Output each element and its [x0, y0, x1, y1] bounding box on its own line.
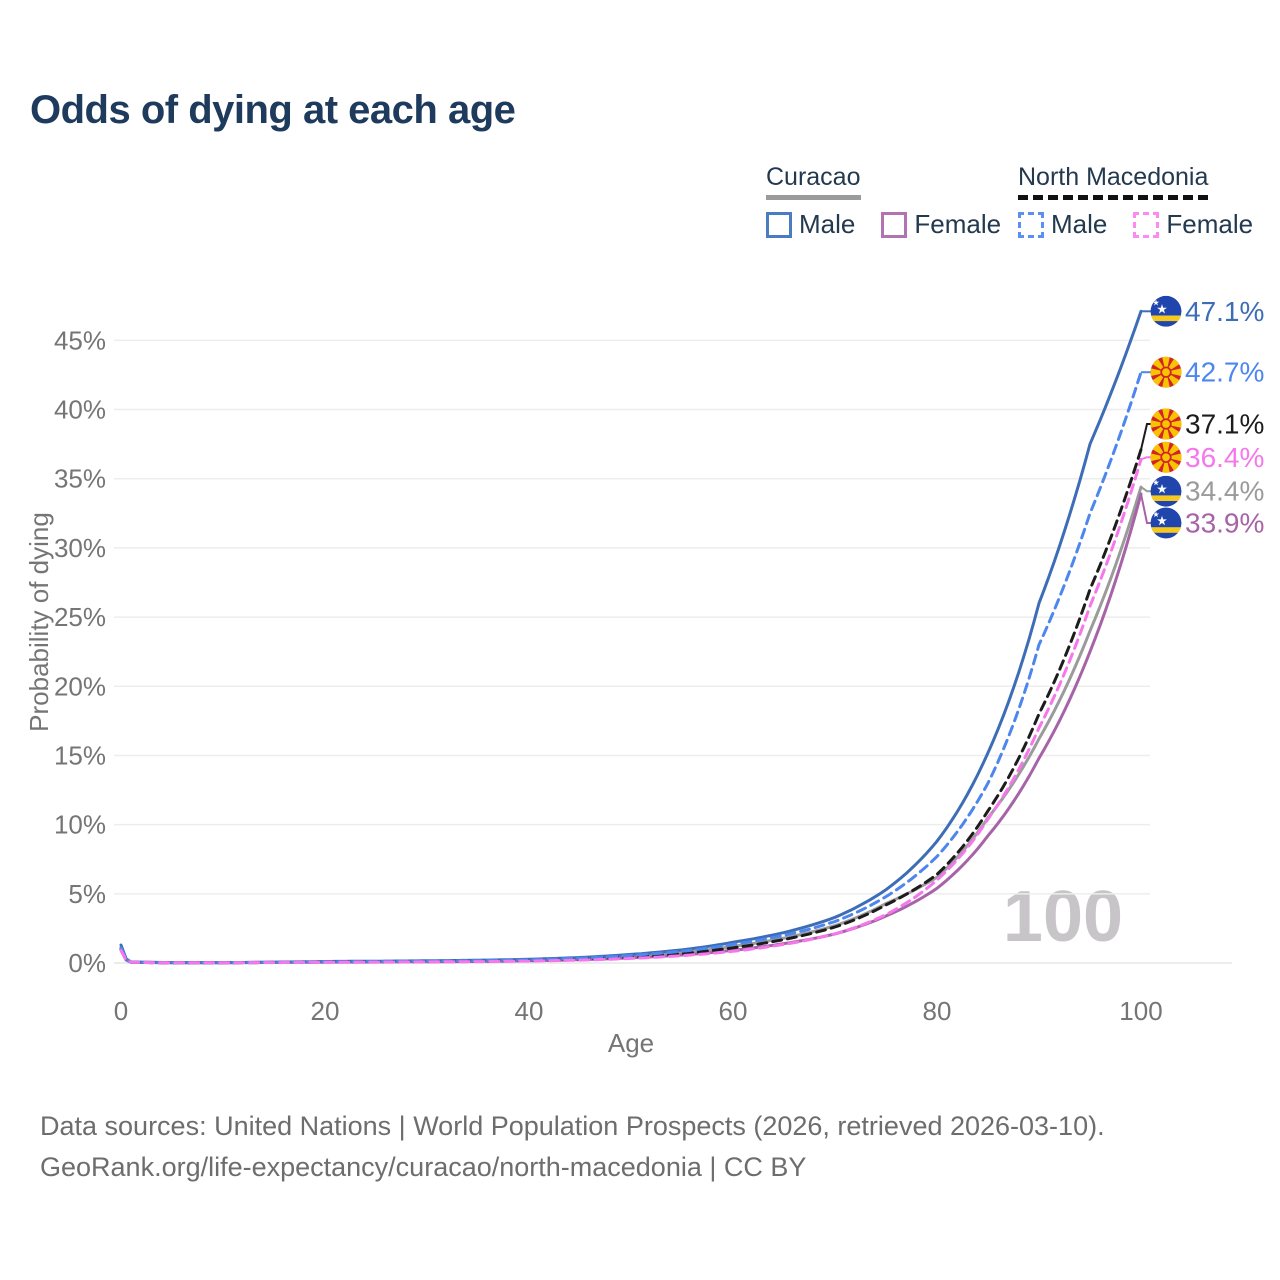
legend-item-nm-male[interactable]: Male — [1018, 209, 1107, 240]
y-tick-label: 10% — [54, 810, 106, 840]
legend-item-curacao-female[interactable]: Female — [881, 209, 1001, 240]
label-connector — [1140, 456, 1151, 461]
series-line-nm-female[interactable] — [119, 457, 1143, 965]
label-connector — [1140, 486, 1151, 493]
legend-label: Female — [1166, 209, 1254, 239]
series-line-nm-male[interactable] — [119, 370, 1143, 965]
nm-female-swatch-icon — [1133, 211, 1160, 238]
end-label-nm-male: 42.7% — [1185, 357, 1264, 388]
footer: Data sources: United Nations | World Pop… — [40, 1106, 1105, 1188]
end-label-cur-total: 34.4% — [1185, 476, 1264, 507]
label-connector — [1140, 423, 1151, 450]
end-label-cur-male: 47.1% — [1185, 296, 1264, 327]
legend-item-curacao-male[interactable]: Male — [766, 209, 855, 240]
label-connector — [1140, 493, 1151, 524]
legend-label: Female — [914, 209, 1002, 239]
y-tick-label: 20% — [54, 671, 106, 701]
y-tick-label: 15% — [54, 740, 106, 770]
curacao-flag-icon — [1150, 476, 1182, 507]
legend-group-north-macedonia: North Macedonia Male Female — [1018, 163, 1253, 240]
legend-label: Male — [799, 209, 856, 239]
footer-source-line: Data sources: United Nations | World Pop… — [40, 1111, 1105, 1141]
x-tick-label: 20 — [311, 996, 340, 1026]
y-tick-label: 0% — [68, 948, 106, 978]
north-macedonia-flag-icon — [1150, 356, 1182, 388]
end-label-nm-female: 36.4% — [1185, 442, 1264, 473]
x-tick-label: 80 — [923, 996, 952, 1026]
legend-group-curacao: Curacao Male Female — [766, 163, 1001, 240]
legend-title-curacao: Curacao — [766, 163, 861, 200]
x-tick-label: 40 — [515, 996, 544, 1026]
end-label-cur-female: 33.9% — [1185, 507, 1264, 538]
curacao-flag-icon — [1150, 508, 1182, 539]
series-line-cur-female[interactable] — [119, 492, 1143, 965]
series-line-cur-total[interactable] — [119, 485, 1143, 965]
legend-title-north-macedonia: North Macedonia — [1018, 163, 1209, 200]
watermark-age-label: 100 — [1003, 877, 1123, 957]
y-tick-label: 25% — [54, 602, 106, 632]
curacao-male-swatch-icon — [766, 211, 792, 238]
x-tick-label: 100 — [1119, 996, 1162, 1026]
curacao-flag-icon — [1150, 296, 1182, 327]
y-tick-label: 35% — [54, 464, 106, 494]
x-tick-label: 60 — [719, 996, 748, 1026]
nm-male-swatch-icon — [1018, 211, 1044, 238]
north-macedonia-flag-icon — [1150, 441, 1182, 473]
y-tick-label: 40% — [54, 395, 106, 425]
curacao-female-swatch-icon — [881, 211, 908, 238]
x-axis-title: Age — [608, 1028, 654, 1058]
y-axis-title: Probability of dying — [24, 512, 54, 732]
y-tick-label: 30% — [54, 533, 106, 563]
series-line-nm-total[interactable] — [119, 448, 1143, 965]
x-tick-label: 0 — [114, 996, 128, 1026]
north-macedonia-flag-icon — [1150, 408, 1182, 440]
legend-label: Male — [1051, 209, 1108, 239]
end-label-nm-total: 37.1% — [1185, 409, 1264, 440]
footer-link-line: GeoRank.org/life-expectancy/curacao/nort… — [40, 1152, 807, 1182]
legend-item-nm-female[interactable]: Female — [1133, 209, 1253, 240]
page-title: Odds of dying at each age — [30, 88, 516, 132]
y-tick-label: 45% — [54, 325, 106, 355]
y-tick-label: 5% — [68, 879, 106, 909]
